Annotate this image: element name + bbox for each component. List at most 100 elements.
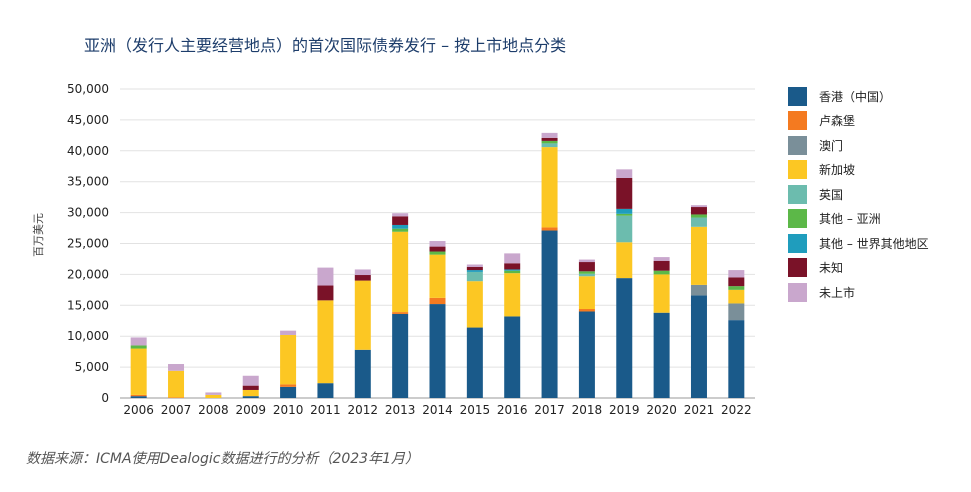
bar-segment	[504, 253, 521, 264]
bar-segment	[578, 271, 595, 274]
stacked-bar-chart: 0 5,000 10,000 15,000 20,000 25,000 30,000 35,0…	[32, 82, 755, 417]
bar-segment	[504, 270, 521, 274]
legend-swatch	[788, 160, 807, 180]
bar-segment	[728, 270, 745, 278]
x-tick-label: 2016	[497, 403, 528, 417]
bar-segment	[578, 273, 595, 277]
legend-label: 未上市	[819, 285, 856, 300]
x-tick-label: 2021	[684, 403, 715, 417]
bar-segment	[616, 242, 633, 279]
bar-segment	[466, 271, 483, 282]
chart-title: 亚洲（发行人主要经营地点）的首次国际债券发行 – 按上市地点分类	[84, 36, 567, 55]
x-tick-label: 2012	[348, 403, 379, 417]
y-tick-label: 0	[101, 391, 109, 405]
bar-segment	[690, 295, 707, 398]
x-tick-label: 2020	[646, 403, 677, 417]
bar-segment	[541, 137, 558, 141]
bar-segment	[541, 147, 558, 228]
legend-item: 新加坡	[788, 158, 929, 183]
legend-label: 英国	[819, 187, 844, 202]
bar-segment	[653, 270, 670, 275]
bar-segment	[280, 330, 297, 335]
y-tick-label: 15,000	[67, 298, 109, 312]
bar-segment	[392, 313, 409, 398]
legend-label: 香港（中国）	[819, 89, 892, 104]
legend-swatch	[788, 135, 807, 155]
bar-layer	[130, 132, 745, 398]
bar-segment	[429, 241, 446, 247]
bar-segment	[466, 281, 483, 328]
x-tick-label: 2008	[198, 403, 229, 417]
bar-segment	[541, 132, 558, 138]
bar-segment	[429, 246, 446, 252]
bar-segment	[429, 304, 446, 398]
y-tick-label: 50,000	[67, 82, 109, 96]
bar-segment	[728, 303, 745, 321]
bar-segment	[690, 205, 707, 208]
bar-segment	[466, 327, 483, 398]
legend-swatch	[788, 209, 807, 229]
bar-segment	[504, 269, 521, 271]
y-tick-label: 45,000	[67, 113, 109, 127]
legend-label: 未知	[819, 261, 844, 276]
bar-segment	[168, 370, 185, 398]
legend-item: 其他 – 亚洲	[788, 207, 929, 232]
bar-segment	[690, 217, 707, 227]
bar-segment	[392, 228, 409, 232]
bar-segment	[392, 231, 409, 313]
bar-segment	[616, 169, 633, 178]
bar-segment	[578, 262, 595, 272]
bar-segment	[130, 348, 147, 395]
bar-segment	[429, 251, 446, 255]
bar-segment	[205, 394, 222, 398]
bar-segment	[653, 274, 670, 313]
x-tick-label: 2006	[123, 403, 154, 417]
bar-segment	[242, 375, 259, 386]
bar-segment	[242, 389, 259, 397]
bar-segment	[392, 312, 409, 314]
y-tick-label: 25,000	[67, 237, 109, 251]
y-tick-label: 35,000	[67, 175, 109, 189]
legend-swatch	[788, 184, 807, 204]
bar-segment	[578, 309, 595, 312]
bar-segment	[429, 297, 446, 305]
bar-segment	[242, 396, 259, 398]
bar-segment	[317, 383, 334, 398]
bar-segment	[653, 257, 670, 261]
bar-segment	[168, 364, 185, 371]
bar-segment	[504, 316, 521, 398]
legend-label: 卢森堡	[819, 114, 856, 129]
bar-segment	[317, 300, 334, 384]
bar-segment	[354, 280, 371, 350]
y-tick-label: 30,000	[67, 206, 109, 220]
bar-segment	[653, 312, 670, 398]
x-tick-label: 2014	[422, 403, 453, 417]
bar-segment	[317, 267, 334, 286]
y-axis-ticks: 0 5,000 10,000 15,000 20,000 25,000 30,000 35,0…	[67, 82, 109, 405]
bar-segment	[728, 289, 745, 304]
bar-segment	[578, 276, 595, 310]
bar-segment	[354, 269, 371, 276]
bar-segment	[130, 394, 147, 397]
bar-segment	[130, 337, 147, 346]
bar-segment	[728, 277, 745, 287]
bar-segment	[466, 270, 483, 272]
legend-swatch	[788, 111, 807, 131]
x-tick-label: 2009	[235, 403, 266, 417]
source-note: 数据来源：ICMA使用Dealogic数据进行的分析（2023年1月）	[26, 451, 419, 467]
bar-segment	[466, 266, 483, 271]
bar-segment	[392, 213, 409, 217]
bar-segment	[280, 384, 297, 387]
x-tick-label: 2017	[534, 403, 565, 417]
legend-item: 澳门	[788, 133, 929, 158]
y-tick-label: 5,000	[75, 360, 109, 374]
legend-item: 未知	[788, 256, 929, 281]
legend-label: 澳门	[819, 138, 844, 153]
bar-segment	[354, 275, 371, 281]
y-tick-label: 40,000	[67, 144, 109, 158]
bar-segment	[728, 320, 745, 398]
bar-segment	[354, 349, 371, 398]
bar-segment	[541, 140, 558, 144]
bar-segment	[690, 284, 707, 296]
legend-item: 香港（中国）	[788, 84, 929, 109]
